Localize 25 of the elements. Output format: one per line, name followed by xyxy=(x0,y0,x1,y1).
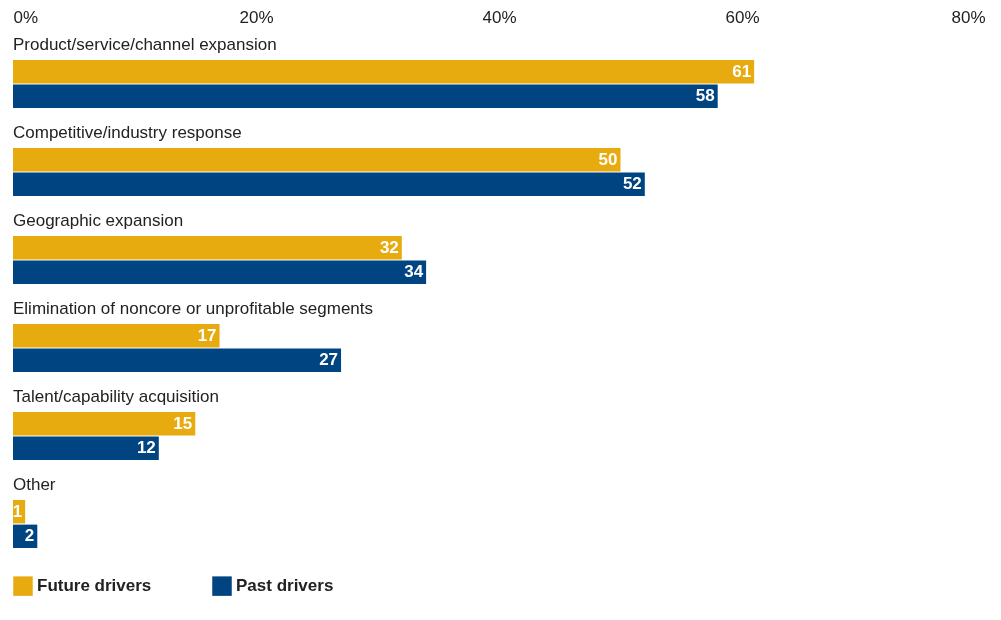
data-label: 34 xyxy=(404,262,424,282)
legend-label: Past drivers xyxy=(236,576,334,596)
y-tick-label: Elimination of noncore or unprofitable segments xyxy=(13,299,374,318)
data-label: 52 xyxy=(622,174,642,194)
y-tick-label: Competitive/industry response xyxy=(13,123,242,142)
data-label: 15 xyxy=(173,413,193,433)
y-tick-label: Geographic expansion xyxy=(13,211,184,230)
legend-label: Future drivers xyxy=(37,576,152,596)
x-tick-label: 40% xyxy=(482,7,517,27)
x-tick-label: 20% xyxy=(239,7,274,27)
data-label: 27 xyxy=(319,350,339,370)
data-label: 50 xyxy=(598,149,618,169)
data-label: 58 xyxy=(695,86,715,106)
data-label: 17 xyxy=(197,325,217,345)
y-tick-label: Product/service/channel expansion xyxy=(13,35,277,54)
data-label: 32 xyxy=(379,237,399,257)
data-label: 1 xyxy=(12,501,23,521)
x-tick-label: 0% xyxy=(13,7,39,27)
data-label: 2 xyxy=(24,526,35,546)
x-tick-label: 80% xyxy=(951,7,986,27)
y-tick-label: Talent/capability acquisition xyxy=(13,387,220,406)
data-label: 12 xyxy=(136,438,156,458)
data-label: 61 xyxy=(732,61,752,81)
x-tick-label: 60% xyxy=(725,7,760,27)
y-tick-label: Other xyxy=(13,475,56,494)
